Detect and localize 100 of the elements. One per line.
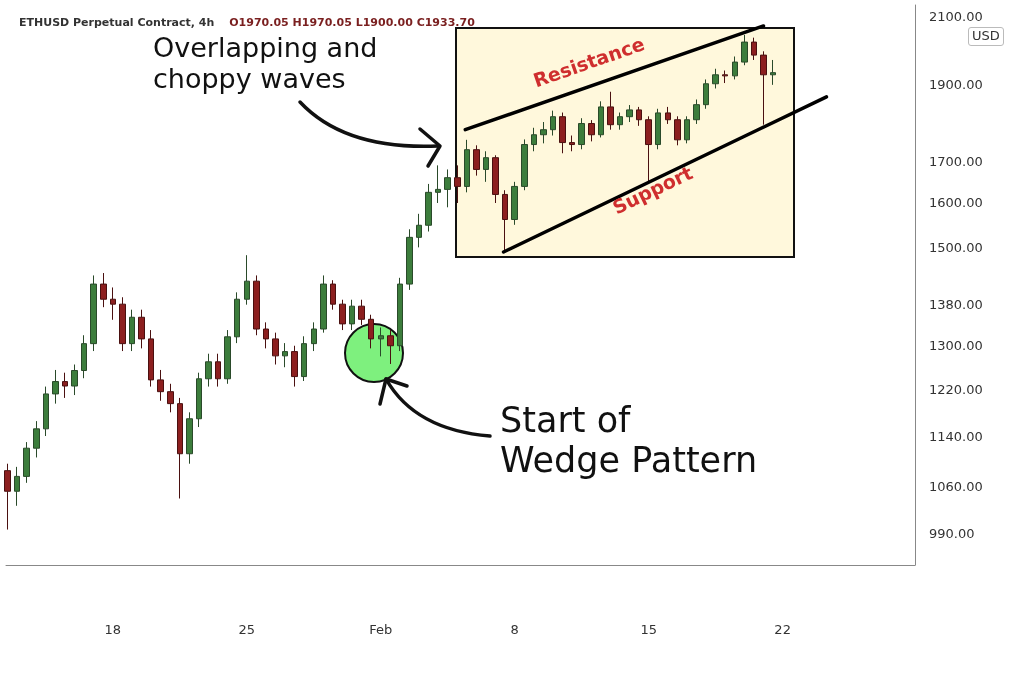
candlestick: [492, 154, 499, 204]
x-tick-label: 8: [510, 622, 519, 637]
candlestick: [511, 181, 518, 226]
candlestick: [464, 139, 470, 193]
y-tick-label: 1220.00: [929, 381, 983, 397]
candlestick: [368, 314, 374, 349]
candlestick: [378, 326, 384, 357]
candlestick: [263, 321, 269, 349]
y-tick-label: 1060.00: [929, 478, 983, 494]
candlestick: [770, 59, 776, 86]
text: ETHUSD Perpetual Contract, 4h: [19, 15, 215, 29]
x-tick-label: 18: [104, 622, 122, 637]
y-tick-label: 1900.00: [929, 77, 983, 93]
candlestick: [722, 70, 728, 84]
candlestick: [224, 329, 231, 385]
candlestick: [301, 335, 307, 382]
candlestick: [674, 115, 681, 146]
candlestick: [741, 34, 748, 66]
candlestick: [90, 274, 97, 352]
candlestick: [62, 372, 68, 399]
candlestick: [100, 272, 107, 308]
candlestick: [129, 309, 135, 352]
candlestick: [665, 106, 671, 125]
candlestick: [330, 279, 336, 311]
candlestick: [397, 277, 403, 352]
candlestick: [148, 329, 154, 388]
candlestick: [33, 420, 40, 458]
candlestick: [607, 91, 614, 131]
candlestick: [712, 68, 719, 89]
candlestick: [320, 274, 327, 334]
candlestick: [521, 138, 528, 191]
text: USD: [968, 27, 1004, 46]
candlestick: [253, 274, 260, 336]
candlestick: [311, 321, 317, 352]
candlestick: [282, 342, 288, 368]
candlestick: [291, 345, 298, 388]
y-tick-label: 2100.00: [929, 8, 983, 24]
candlestick: [23, 441, 30, 484]
candlestick: [588, 119, 595, 142]
annotation: Start of Wedge Pattern: [500, 400, 759, 481]
candlestick: [684, 115, 690, 144]
y-tick-label: 1600.00: [929, 195, 983, 211]
candlestick: [14, 466, 20, 507]
candlestick: [71, 364, 78, 396]
candlestick: [43, 386, 49, 437]
annotation: Overlapping and choppy waves: [153, 32, 379, 95]
x-tick-label: 15: [640, 622, 657, 637]
candlestick: [550, 110, 556, 137]
candlestick: [559, 112, 566, 154]
candlestick: [52, 369, 59, 405]
candlestick: [655, 108, 661, 150]
y-tick-label: 1380.00: [929, 297, 983, 313]
candlestick: [473, 144, 480, 177]
candlestick: [177, 397, 183, 499]
candlestick: [578, 117, 585, 150]
candlestick: [540, 121, 547, 144]
y-tick-label: 1300.00: [929, 338, 983, 354]
candlestick: [81, 334, 87, 379]
candlestick: [196, 372, 202, 428]
candlestick: [138, 309, 145, 349]
candlestick: [110, 286, 116, 321]
candlestick: [732, 55, 738, 80]
y-tick-label: 1500.00: [929, 239, 983, 255]
candlestick: [483, 150, 489, 183]
candlestick: [531, 127, 537, 152]
candlestick: [502, 189, 508, 252]
candlestick: [215, 353, 221, 388]
candlestick: [186, 411, 193, 465]
candlestick: [416, 213, 422, 248]
x-tick-label: Feb: [369, 622, 393, 637]
y-tick-label: 1140.00: [929, 428, 983, 444]
x-tick-label: 22: [774, 622, 791, 637]
candlestick: [693, 98, 700, 125]
candlestick: [617, 112, 623, 131]
candlestick: [569, 135, 575, 152]
candlestick: [703, 78, 709, 110]
candlestick: [167, 383, 174, 413]
candlestick: [272, 332, 279, 365]
candlestick: [444, 168, 451, 208]
candlestick: [358, 299, 365, 326]
y-tick-label: 1700.00: [929, 153, 983, 169]
candlestick: [626, 104, 633, 123]
candlestick: [636, 106, 642, 127]
candlestick: [598, 100, 604, 138]
candlestick: [4, 463, 11, 531]
candlestick: [454, 164, 461, 204]
candlestick: [387, 329, 394, 365]
x-tick-label: 25: [238, 622, 256, 637]
candlestick: [425, 183, 432, 232]
candlestick: [751, 37, 757, 61]
text: O1970.05 H1970.05 L1900.00 C1933.70: [229, 15, 476, 29]
candlestick: [205, 353, 212, 388]
candlestick: [760, 50, 767, 126]
candlestick: [234, 291, 240, 344]
candlestick: [244, 254, 250, 306]
candlestick: [119, 296, 126, 352]
candlestick: [349, 299, 355, 331]
y-tick-label: 990.00: [929, 525, 975, 541]
candlestick: [157, 369, 164, 402]
candlestick: [435, 164, 441, 204]
